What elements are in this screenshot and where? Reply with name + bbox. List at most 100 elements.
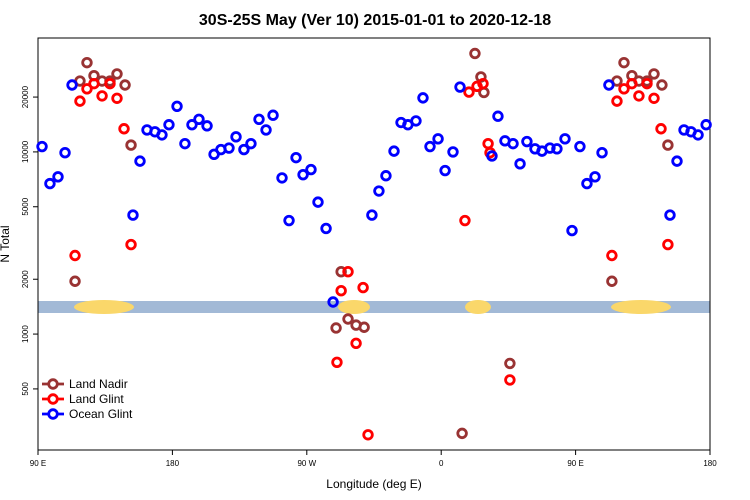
point <box>81 56 93 69</box>
point <box>486 150 498 162</box>
point <box>477 77 489 90</box>
point <box>238 143 250 156</box>
x-tick-label: 0 <box>439 459 444 468</box>
point <box>171 100 183 112</box>
land-band <box>338 300 370 314</box>
point <box>664 209 676 221</box>
point <box>297 168 309 181</box>
point <box>596 147 608 159</box>
legend-marker <box>47 408 59 420</box>
point <box>514 158 526 170</box>
legend-marker <box>47 393 59 405</box>
point <box>118 123 130 135</box>
point <box>327 296 339 308</box>
point <box>456 427 468 440</box>
point <box>358 321 370 333</box>
point <box>44 177 56 190</box>
point <box>104 77 116 90</box>
point <box>223 142 235 154</box>
point <box>606 275 618 287</box>
legend-label: Ocean Glint <box>69 407 133 421</box>
point <box>700 119 712 131</box>
y-axis-label: N Total <box>0 225 12 262</box>
point <box>507 137 519 150</box>
point <box>641 77 653 90</box>
y-tick-label: 20000 <box>21 85 30 108</box>
point <box>662 139 674 151</box>
point <box>66 79 78 91</box>
land-band <box>611 300 671 314</box>
x-tick-label: 180 <box>703 459 717 468</box>
point <box>559 133 571 145</box>
land-band <box>74 300 134 314</box>
point <box>350 337 362 349</box>
point <box>119 79 131 91</box>
point <box>521 135 533 148</box>
point <box>125 238 137 251</box>
point <box>454 81 466 93</box>
point <box>504 374 516 386</box>
point <box>125 139 137 151</box>
point <box>566 224 578 237</box>
y-tick-label: 1000 <box>21 325 30 343</box>
point <box>163 119 175 131</box>
legend-marker <box>47 378 59 390</box>
y-tick-label: 5000 <box>21 197 30 215</box>
point <box>186 119 198 131</box>
point <box>373 185 385 197</box>
point <box>362 429 374 441</box>
point <box>671 155 683 167</box>
point <box>606 249 618 262</box>
point <box>417 92 429 104</box>
point <box>469 47 481 60</box>
point <box>424 140 436 153</box>
point <box>335 265 347 278</box>
point <box>626 77 638 90</box>
point <box>74 95 86 107</box>
point <box>69 275 81 287</box>
point <box>127 209 139 221</box>
point <box>648 92 660 104</box>
point <box>342 313 354 325</box>
point <box>603 79 615 91</box>
land-band <box>465 300 491 314</box>
plot-frame <box>37 37 711 451</box>
point <box>59 147 71 159</box>
point <box>245 137 257 150</box>
point <box>581 177 593 190</box>
point <box>432 133 444 145</box>
point <box>662 238 674 251</box>
point <box>81 83 93 95</box>
x-tick-label: 90 E <box>30 459 46 468</box>
y-tick-label: 10000 <box>21 140 30 163</box>
x-tick-label: 90 E <box>567 459 583 468</box>
point <box>111 92 123 104</box>
point <box>551 143 563 155</box>
y-tick-label: 2000 <box>21 270 30 288</box>
surface-band <box>38 300 710 314</box>
point <box>618 83 630 95</box>
series-points <box>36 79 712 308</box>
point <box>283 214 295 227</box>
point <box>656 79 668 91</box>
point <box>253 113 265 126</box>
point <box>330 322 342 334</box>
ocean-band <box>38 301 710 313</box>
point <box>342 265 354 278</box>
point <box>69 249 81 262</box>
y-tick-label: 500 <box>21 382 30 396</box>
point <box>111 68 123 80</box>
x-tick-label: 90 W <box>297 459 316 468</box>
point <box>648 68 660 80</box>
point <box>156 129 168 141</box>
point <box>36 140 48 153</box>
point <box>331 356 343 368</box>
point <box>230 131 242 143</box>
point <box>589 171 601 183</box>
point <box>312 196 324 208</box>
point <box>544 142 556 154</box>
point <box>492 110 504 122</box>
chart-title: 30S-25S May (Ver 10) 2015-01-01 to 2020-… <box>199 12 551 29</box>
point <box>305 163 317 176</box>
